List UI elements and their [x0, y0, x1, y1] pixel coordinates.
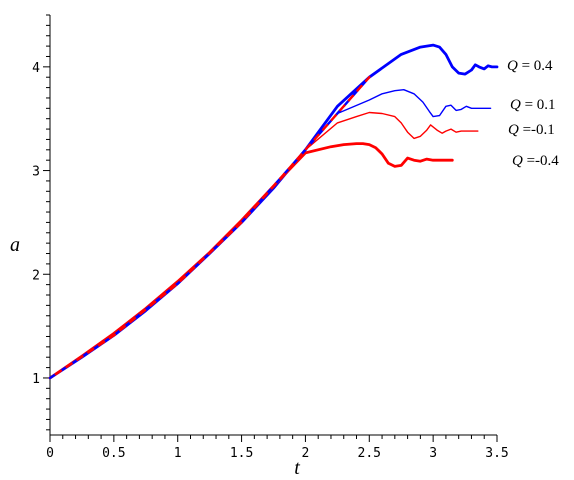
series-label-value: =-0.1 — [519, 122, 555, 138]
x-tick-label: 2 — [302, 446, 310, 461]
series-label-q: Q — [507, 58, 518, 74]
series-line-4 — [48, 142, 454, 380]
series-label-value: =-0.4 — [523, 153, 559, 169]
series-label-3: Q =-0.1 — [508, 122, 555, 138]
series-line-1 — [48, 43, 499, 380]
tick-labels: 0 0.5 1 1.5 2 2.5 3 3.5 1 2 3 4 — [32, 61, 509, 461]
x-tick-label: 0 — [46, 446, 54, 461]
series-label-4: Q =-0.4 — [512, 153, 559, 169]
axes — [49, 15, 497, 436]
series-label-q: Q — [508, 122, 519, 138]
series-labels: Q = 0.4Q = 0.1Q =-0.1Q =-0.4 — [507, 58, 559, 169]
series-line-3 — [49, 111, 479, 379]
y-tick-label: 3 — [32, 165, 40, 180]
y-tick-label: 2 — [32, 268, 40, 283]
x-tick-label: 2.5 — [358, 446, 381, 461]
series-line-dashed-red — [48, 75, 371, 380]
x-tick-label: 3.5 — [485, 446, 508, 461]
series-label-q: Q — [510, 97, 521, 113]
y-tick-label: 1 — [32, 372, 40, 387]
series-label-value: = 0.1 — [521, 97, 556, 113]
x-axis-label: t — [294, 457, 300, 479]
x-tick-label: 0.5 — [102, 446, 125, 461]
x-tick-label: 1.5 — [230, 446, 253, 461]
y-axis-label: a — [10, 234, 20, 256]
series-label-value: = 0.4 — [518, 58, 553, 74]
series-label-q: Q — [512, 153, 523, 169]
x-tick-label: 3 — [429, 446, 437, 461]
x-tick-label: 1 — [174, 446, 182, 461]
series-line-dashed — [48, 75, 371, 380]
y-tick-label: 4 — [32, 61, 40, 76]
series-lines — [48, 43, 499, 380]
series-label-1: Q = 0.4 — [507, 58, 553, 74]
ticks — [43, 14, 498, 442]
series-label-2: Q = 0.1 — [510, 97, 556, 113]
